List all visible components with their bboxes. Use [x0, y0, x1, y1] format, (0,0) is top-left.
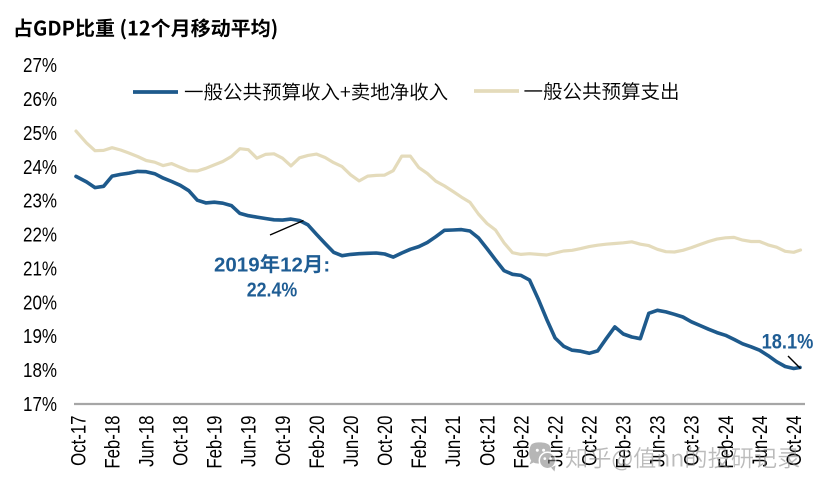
- svg-text:20%: 20%: [23, 291, 57, 314]
- svg-text:18.1%: 18.1%: [762, 330, 814, 353]
- svg-text::: :: [323, 254, 330, 277]
- svg-text:Feb-20: Feb-20: [306, 416, 329, 469]
- svg-text:Oct-20: Oct-20: [374, 416, 397, 466]
- svg-text:22%: 22%: [23, 223, 57, 246]
- svg-text:23%: 23%: [23, 189, 57, 212]
- svg-text:25%: 25%: [23, 122, 57, 145]
- svg-text:Oct-21: Oct-21: [477, 416, 500, 466]
- svg-text:18%: 18%: [23, 359, 57, 382]
- svg-text:Jun-19: Jun-19: [238, 416, 261, 467]
- svg-text:Feb-18: Feb-18: [102, 416, 125, 469]
- svg-text:Jun-20: Jun-20: [340, 416, 363, 467]
- svg-text:21%: 21%: [23, 257, 57, 280]
- svg-text:19%: 19%: [23, 325, 57, 348]
- svg-text:Feb-22: Feb-22: [511, 416, 534, 469]
- svg-text:Oct-17: Oct-17: [68, 416, 91, 466]
- svg-text:Feb-24: Feb-24: [715, 415, 738, 469]
- svg-text:Jun-24: Jun-24: [749, 415, 772, 467]
- svg-text:Oct-19: Oct-19: [272, 416, 295, 466]
- svg-text:Jun-21: Jun-21: [443, 416, 466, 467]
- svg-text:Feb-19: Feb-19: [204, 416, 227, 469]
- svg-text:24%: 24%: [23, 155, 57, 178]
- svg-text:Oct-24: Oct-24: [783, 415, 806, 466]
- svg-text:27%: 27%: [23, 54, 57, 77]
- svg-text:17%: 17%: [23, 393, 57, 416]
- svg-text:2019: 2019: [214, 254, 260, 277]
- svg-text:22.4%: 22.4%: [247, 279, 298, 301]
- svg-text:Feb-21: Feb-21: [408, 416, 431, 469]
- svg-text:Oct-18: Oct-18: [170, 416, 193, 466]
- svg-text:Jun-18: Jun-18: [136, 416, 159, 467]
- svg-text:26%: 26%: [23, 88, 57, 111]
- svg-text:12: 12: [280, 254, 303, 277]
